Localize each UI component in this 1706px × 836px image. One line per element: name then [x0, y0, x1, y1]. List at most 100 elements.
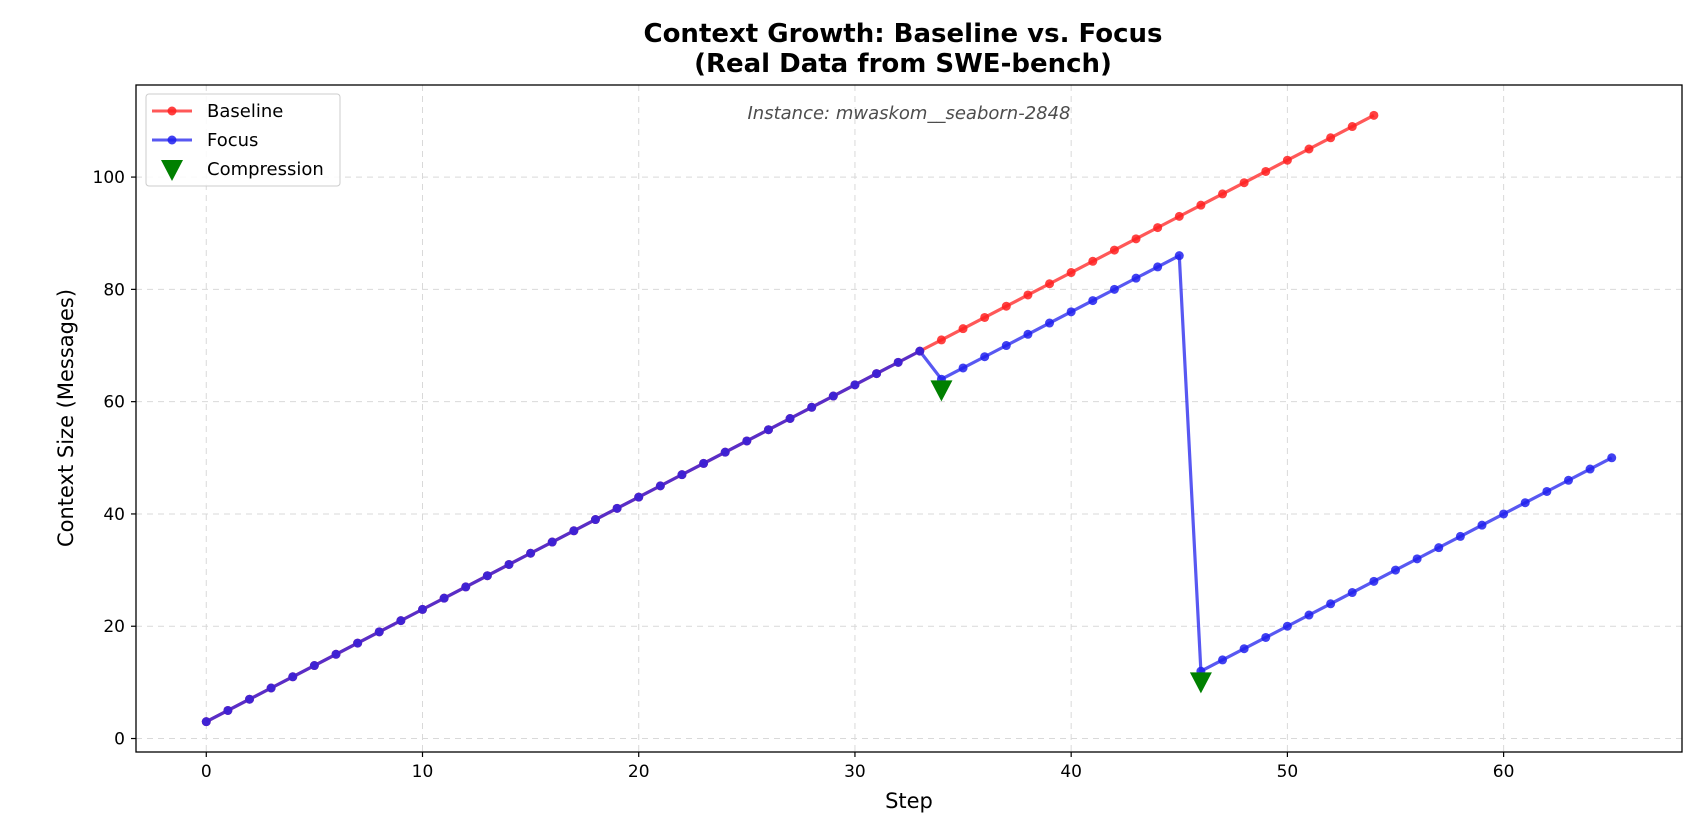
x-tick-label: 10 — [412, 762, 434, 782]
baseline-point — [1023, 290, 1033, 300]
y-tick-label: 40 — [103, 505, 125, 525]
compression-marker — [930, 380, 953, 402]
focus-point — [1174, 251, 1184, 261]
focus-point — [1261, 632, 1271, 642]
focus-point — [353, 638, 363, 648]
x-tick-label: 30 — [844, 762, 866, 782]
focus-point — [374, 627, 384, 637]
x-tick-label: 0 — [201, 762, 212, 782]
baseline-point — [936, 335, 946, 345]
focus-point — [569, 526, 579, 536]
x-tick-label: 50 — [1277, 762, 1299, 782]
focus-point — [893, 357, 903, 367]
focus-point — [266, 683, 276, 693]
focus-point — [1542, 486, 1552, 496]
focus-point — [1499, 509, 1509, 519]
focus-point — [201, 717, 211, 727]
focus-point — [1434, 543, 1444, 553]
baseline-point — [1369, 110, 1379, 120]
x-tick-label: 60 — [1493, 762, 1515, 782]
focus-point — [1326, 599, 1336, 609]
chart-title: Context Growth: Baseline vs. Focus — [643, 19, 1162, 49]
y-tick-label: 100 — [93, 168, 125, 188]
focus-point — [504, 559, 514, 569]
legend-marker-focus — [167, 135, 177, 145]
series-lines — [205, 113, 1613, 724]
baseline-point — [1261, 166, 1271, 176]
focus-point — [309, 661, 319, 671]
legend-label-compression: Compression — [207, 159, 324, 180]
focus-point — [590, 515, 600, 525]
focus-series-line — [205, 254, 1613, 724]
focus-point — [1412, 554, 1422, 564]
focus-point — [807, 402, 817, 412]
focus-point — [1347, 588, 1357, 598]
focus-point — [785, 414, 795, 423]
focus-point — [1239, 644, 1249, 654]
focus-point — [1282, 621, 1292, 631]
focus-point — [1563, 475, 1573, 485]
plot-area-frame — [135, 84, 1683, 753]
focus-point — [223, 705, 233, 715]
baseline-point — [1153, 223, 1163, 233]
y-tick-label: 80 — [103, 280, 125, 300]
focus-point — [526, 548, 536, 558]
instance-annotation: Instance: mwaskom__seaborn-2848 — [747, 103, 1070, 124]
baseline-point — [1218, 189, 1228, 199]
focus-point — [763, 425, 773, 435]
focus-point — [482, 571, 492, 581]
baseline-point — [1109, 245, 1119, 255]
axis-ticks: 0 10 20 30 40 50 60 0 20 40 60 80 100 — [93, 168, 1515, 782]
y-tick-label: 0 — [114, 730, 125, 750]
focus-point — [828, 391, 838, 401]
baseline-point — [1001, 301, 1011, 311]
legend-marker-compression — [161, 160, 183, 181]
baseline-point — [1196, 200, 1206, 210]
legend-marker-baseline — [167, 106, 177, 116]
legend-label-focus: Focus — [207, 130, 258, 151]
focus-point — [331, 649, 341, 659]
baseline-point — [1174, 211, 1184, 221]
baseline-point — [1239, 178, 1249, 188]
focus-point — [850, 380, 860, 390]
baseline-point — [1304, 144, 1314, 154]
focus-point — [915, 346, 925, 356]
focus-point — [1477, 520, 1487, 530]
focus-point — [872, 369, 882, 379]
focus-point — [1218, 655, 1228, 665]
legend-box — [145, 93, 341, 187]
baseline-point — [1347, 122, 1357, 132]
baseline-point — [1045, 279, 1055, 289]
x-axis-label: Step — [885, 789, 933, 813]
chart-subtitle: (Real Data from SWE-bench) — [694, 49, 1112, 79]
x-tick-label: 40 — [1060, 762, 1082, 782]
focus-point — [1088, 296, 1098, 306]
focus-point — [1131, 273, 1141, 283]
x-tick-label: 20 — [628, 762, 650, 782]
focus-point — [958, 363, 968, 373]
focus-point — [396, 616, 406, 626]
focus-point — [742, 436, 752, 446]
y-tick-label: 60 — [103, 393, 125, 413]
focus-point — [1304, 610, 1314, 620]
focus-point — [1607, 453, 1617, 463]
baseline-point — [980, 312, 990, 322]
y-tick-label: 20 — [103, 617, 125, 637]
legend-label-baseline: Baseline — [207, 101, 283, 122]
baseline-point — [1326, 133, 1336, 143]
focus-point — [1045, 318, 1055, 328]
baseline-point — [1282, 155, 1292, 165]
focus-point — [1455, 531, 1465, 541]
focus-point — [547, 537, 557, 547]
compression-marker — [1189, 672, 1212, 694]
grid — [136, 85, 1682, 752]
focus-point — [699, 458, 709, 468]
focus-point — [1585, 464, 1595, 474]
focus-point — [1391, 565, 1401, 575]
focus-point — [1001, 341, 1011, 351]
focus-point — [1066, 307, 1076, 317]
baseline-point — [1131, 234, 1141, 244]
focus-point — [677, 470, 687, 480]
series-markers — [201, 110, 1617, 727]
